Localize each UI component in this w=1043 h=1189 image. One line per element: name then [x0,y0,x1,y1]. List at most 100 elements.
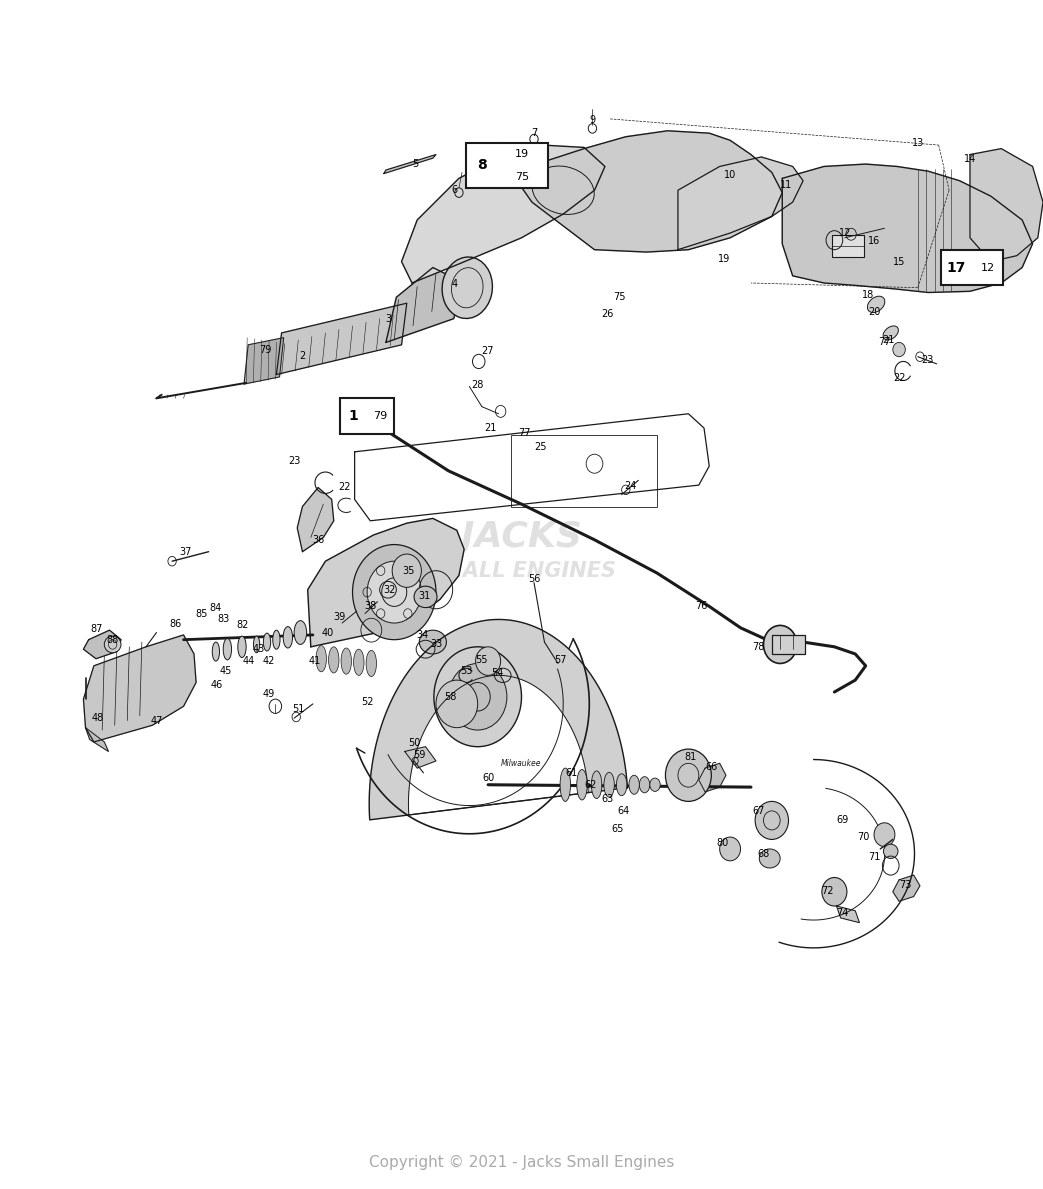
Polygon shape [83,635,196,742]
Text: 22: 22 [893,373,905,383]
Ellipse shape [294,621,307,644]
Text: 67: 67 [752,806,765,816]
Ellipse shape [223,638,232,660]
Bar [340,398,394,434]
Polygon shape [369,619,628,820]
Text: 79: 79 [259,345,271,354]
Text: 25: 25 [534,442,547,452]
Circle shape [476,647,501,675]
Text: 28: 28 [471,380,484,390]
Text: 8: 8 [477,158,486,172]
Circle shape [353,545,436,640]
Polygon shape [678,157,803,250]
Circle shape [436,680,478,728]
Text: 75: 75 [613,292,626,302]
Polygon shape [83,630,121,659]
Text: 7: 7 [531,128,537,138]
Text: 60: 60 [482,773,494,782]
Ellipse shape [341,648,351,674]
Ellipse shape [868,296,884,313]
Text: 31: 31 [418,591,431,600]
Circle shape [448,663,507,730]
Text: 19: 19 [515,149,530,159]
Text: 51: 51 [292,704,305,713]
Polygon shape [893,875,920,901]
Ellipse shape [366,650,377,677]
Text: 12: 12 [980,263,995,272]
Text: 81: 81 [684,753,697,762]
Text: 5: 5 [412,159,418,169]
Ellipse shape [650,778,660,792]
Ellipse shape [329,647,339,673]
Text: 76: 76 [695,602,707,611]
Text: 16: 16 [868,237,880,246]
Text: 77: 77 [878,338,891,347]
Ellipse shape [577,769,587,800]
Ellipse shape [639,776,650,793]
Text: 71: 71 [868,853,880,862]
Text: 45: 45 [219,666,232,675]
Polygon shape [86,728,108,751]
Ellipse shape [560,768,571,801]
Text: 64: 64 [617,806,630,816]
Text: 43: 43 [252,644,265,654]
Text: 33: 33 [430,640,442,649]
Ellipse shape [883,326,898,340]
Text: 3: 3 [385,314,391,323]
Text: 49: 49 [263,690,275,699]
Text: JACKS: JACKS [461,521,582,554]
Ellipse shape [213,642,219,661]
Text: Copyright © 2021 - Jacks Small Engines: Copyright © 2021 - Jacks Small Engines [369,1156,674,1170]
Text: 62: 62 [584,780,597,789]
Ellipse shape [604,773,614,797]
Text: 18: 18 [862,290,874,300]
Circle shape [392,554,421,587]
Text: 87: 87 [91,624,103,634]
Text: 77: 77 [518,428,531,438]
Polygon shape [511,131,782,252]
Text: 57: 57 [554,655,566,665]
Circle shape [367,561,421,623]
Circle shape [822,877,847,906]
Bar [511,435,657,507]
Text: 85: 85 [195,609,208,618]
Text: 55: 55 [476,655,488,665]
Text: 52: 52 [361,697,373,706]
Text: 48: 48 [92,713,104,723]
Polygon shape [699,763,726,792]
Text: 65: 65 [611,824,624,833]
Ellipse shape [616,774,627,795]
Circle shape [893,342,905,357]
Ellipse shape [759,849,780,868]
Text: 61: 61 [565,768,578,778]
Text: 26: 26 [601,309,613,319]
Ellipse shape [253,636,260,653]
Ellipse shape [414,586,437,608]
Text: 20: 20 [868,307,880,316]
Bar [941,250,1003,285]
Text: 74: 74 [836,908,849,918]
Text: 1: 1 [348,409,359,423]
Circle shape [755,801,789,839]
Text: 82: 82 [237,621,249,630]
Text: 4: 4 [452,279,458,289]
Text: 14: 14 [964,155,976,164]
Text: 23: 23 [288,457,300,466]
Polygon shape [970,149,1043,262]
Text: 75: 75 [515,171,530,182]
Polygon shape [244,338,284,384]
Text: 79: 79 [373,411,388,421]
Circle shape [434,647,522,747]
Text: 69: 69 [836,816,849,825]
Circle shape [720,837,741,861]
Text: 37: 37 [179,547,192,556]
Ellipse shape [284,627,292,648]
Text: 70: 70 [857,832,870,842]
Text: 42: 42 [263,656,275,666]
Text: 27: 27 [481,346,493,356]
Ellipse shape [442,257,492,319]
Text: 15: 15 [893,257,905,266]
Text: 9: 9 [589,115,596,125]
Ellipse shape [629,775,639,794]
Text: 10: 10 [724,170,736,180]
